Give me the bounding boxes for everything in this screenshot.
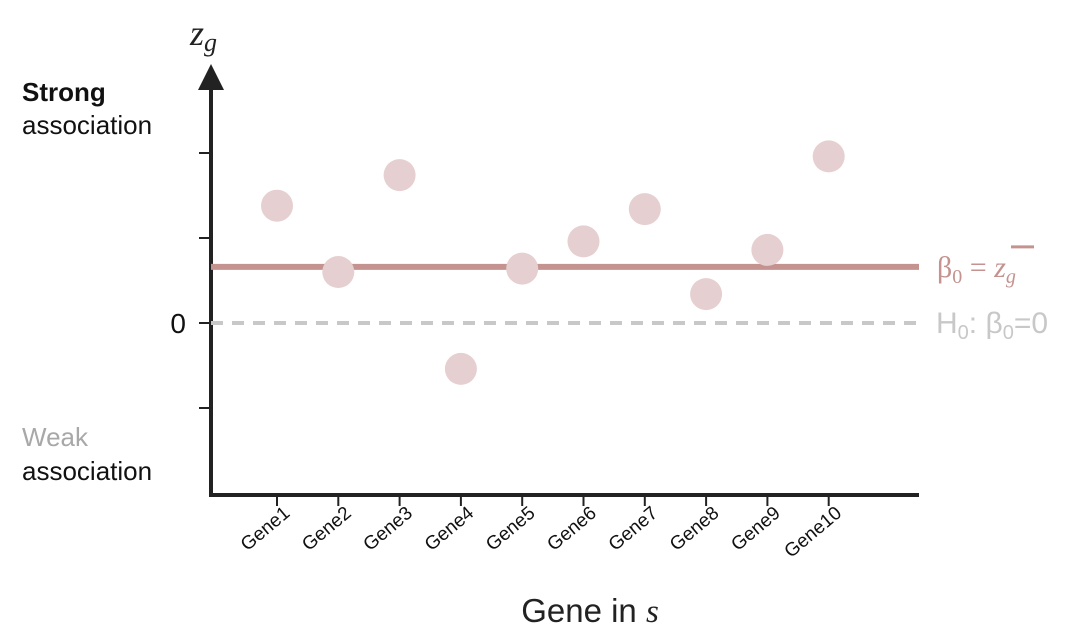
data-point	[322, 256, 355, 288]
data-point	[261, 189, 293, 222]
x-tick-label: Gene3	[360, 503, 417, 556]
x-tick-label: Gene5	[482, 503, 539, 556]
x-tick-label: Gene7	[605, 503, 662, 556]
weak-annotation: Weak association	[22, 422, 152, 486]
data-point	[567, 225, 600, 258]
null-line-label: H0: β0=0	[936, 307, 1048, 344]
x-tick-label: Gene8	[666, 503, 723, 556]
x-tick-label: Gene1	[237, 503, 294, 556]
x-axis-label: Gene in s	[521, 592, 659, 630]
x-tick-label: Gene6	[544, 503, 601, 556]
y-axis-label: zg	[189, 13, 217, 57]
x-tick-label: Gene9	[727, 503, 784, 556]
data-point	[444, 352, 477, 385]
strong-annotation: Strong association	[22, 77, 152, 140]
y-zero-label: 0	[170, 308, 186, 339]
x-tick-label: Gene2	[298, 503, 355, 556]
data-point	[690, 278, 723, 311]
data-point	[383, 159, 416, 192]
x-tick-label: Gene10	[781, 503, 846, 563]
y-axis-arrow	[198, 64, 224, 90]
x-tick-label: Gene4	[421, 502, 479, 555]
mean-line-label: β0 = zg	[937, 251, 1016, 288]
data-point	[751, 233, 784, 266]
data-point	[628, 193, 661, 226]
data-point	[812, 140, 845, 173]
data-point	[506, 252, 539, 285]
